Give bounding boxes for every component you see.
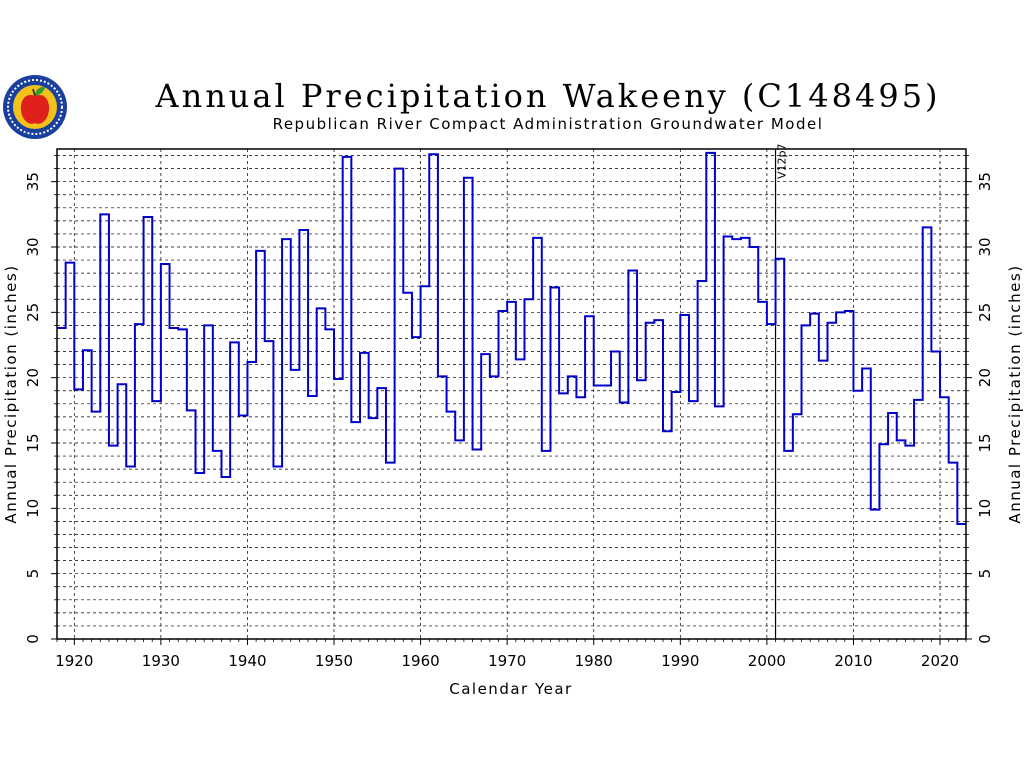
y2-tick-label: 20 [976,368,994,387]
chart-title: Annual Precipitation Wakeeny (C148495) [154,77,940,115]
x-tick-label: 1980 [575,652,613,670]
x-tick-label: 1960 [402,652,440,670]
version-marker: V12p7 [774,144,789,639]
x-tick-label: 2020 [921,652,959,670]
x-tick-label: 2010 [834,652,872,670]
y-tick-label: 35 [24,172,42,191]
x-axis-label: Calendar Year [449,680,572,698]
x-tick-label: 1930 [142,652,180,670]
y-tick-label: 5 [24,569,42,579]
y-tick-label: 15 [24,433,42,452]
x-tick-label: 1990 [661,652,699,670]
y-tick-label: 30 [24,237,42,256]
y2-tick-label: 35 [976,172,994,191]
y2-tick-label: 15 [976,433,994,452]
y-tick-label: 20 [24,368,42,387]
plot-frame [56,148,967,640]
y-axis-label: Annual Precipitation (inches) [2,264,20,523]
apple-icon [20,94,50,124]
y2-tick-label: 0 [976,634,994,644]
y-tick-label: 0 [24,634,42,644]
chart-subtitle: Republican River Compact Administration … [273,115,824,133]
x-tick-label: 1970 [488,652,526,670]
apple-stem-icon [32,88,36,97]
x-tick-label: 1920 [55,652,93,670]
logo-text-ring [7,79,63,135]
y-tick-label: 10 [24,499,42,518]
precipitation-series-line [57,151,966,526]
y2-tick-label: 5 [976,569,994,579]
y2-axis-label: Annual Precipitation (inches) [1006,264,1024,523]
grid [57,149,966,639]
y2-tick-label: 25 [976,303,994,322]
x-tick-label: 1950 [315,652,353,670]
x-tick-label: 2000 [748,652,786,670]
ticks: 1920 1930 1940 1950 1960 1970 1980 1990 2000 2010… [24,155,994,670]
y2-tick-label: 30 [976,237,994,256]
y2-tick-label: 10 [976,499,994,518]
marker-label: V12p7 [776,144,789,180]
apple-seal-logo-icon [3,75,67,139]
x-tick-label: 1940 [228,652,266,670]
apple-leaf-icon [35,86,45,96]
y-tick-label: 25 [24,303,42,322]
